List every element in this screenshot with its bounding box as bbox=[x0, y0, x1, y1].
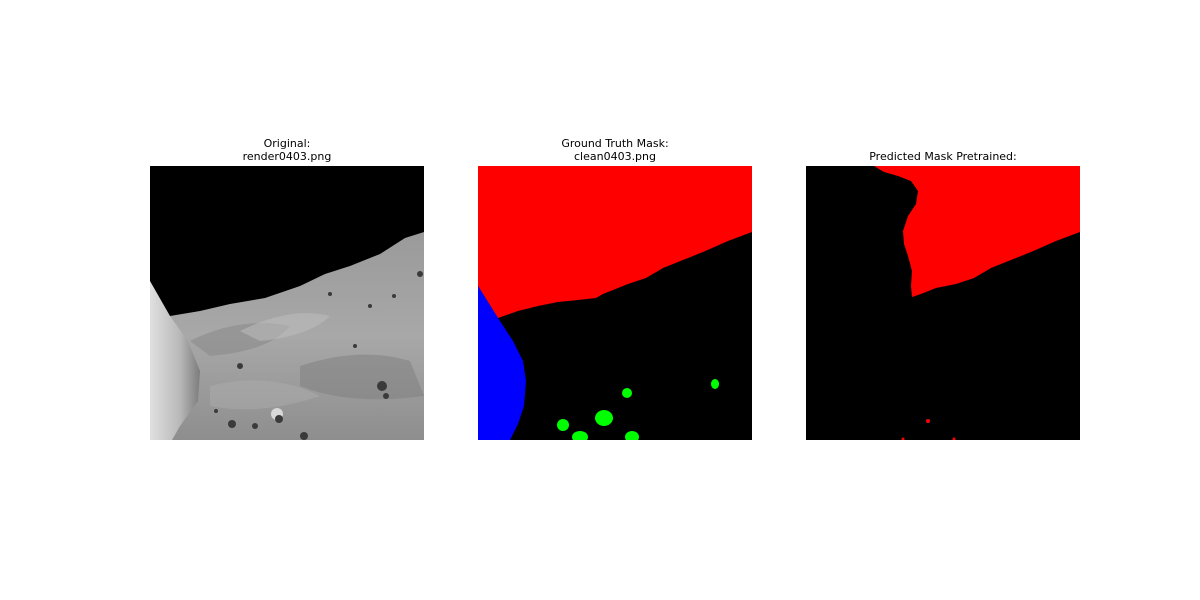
ground-truth-title: Ground Truth Mask: clean0403.png bbox=[478, 137, 752, 163]
ground-truth-title-line1: Ground Truth Mask: bbox=[561, 137, 669, 150]
original-title-filename: render0403.png bbox=[242, 150, 332, 163]
original-title-line1: Original: bbox=[263, 137, 311, 150]
large-boulder bbox=[150, 281, 200, 440]
ground-truth-mask-image bbox=[478, 166, 752, 440]
small-rocks bbox=[214, 271, 423, 440]
original-title: Original: render0403.png bbox=[150, 137, 424, 163]
pred-noise-dots bbox=[901, 419, 956, 440]
mask-small-rock-regions bbox=[557, 379, 719, 440]
pred-sky-region bbox=[874, 166, 1080, 297]
ground-truth-title-filename: clean0403.png bbox=[573, 150, 656, 163]
predicted-mask-title-line1: Predicted Mask Pretrained: bbox=[869, 150, 1017, 163]
predicted-mask-title: Predicted Mask Pretrained: bbox=[806, 150, 1080, 163]
original-render-image bbox=[150, 166, 424, 440]
predicted-mask-image bbox=[806, 166, 1080, 440]
mask-sky-region bbox=[478, 166, 752, 318]
mask-large-rock-region bbox=[478, 286, 526, 440]
